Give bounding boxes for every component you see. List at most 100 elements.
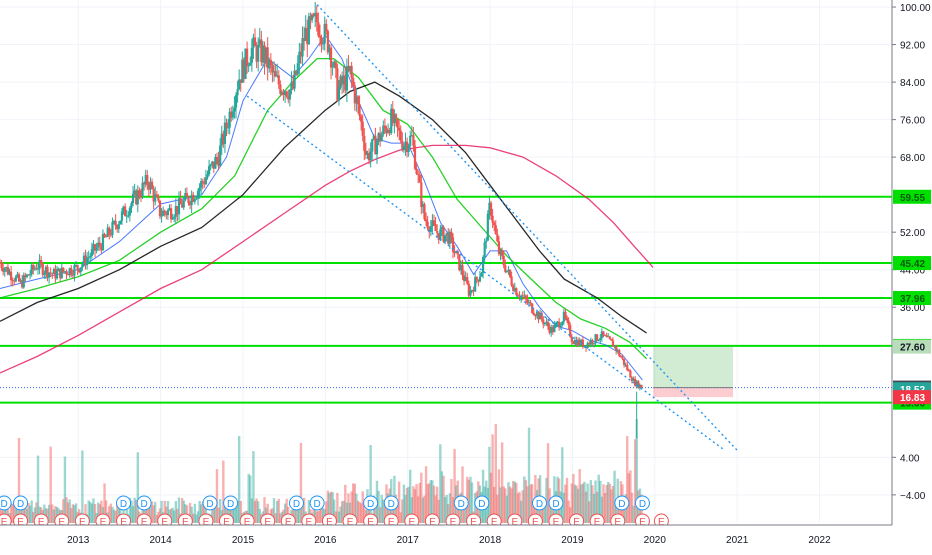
dividend-marker xyxy=(289,495,305,511)
candle-body xyxy=(124,206,127,217)
volume-bar xyxy=(505,495,509,523)
dividend-label: D xyxy=(552,499,559,510)
candle-body xyxy=(350,65,353,78)
volume-bar xyxy=(180,497,184,523)
candle-body xyxy=(486,213,489,241)
volume-bar xyxy=(462,499,466,523)
candle-body xyxy=(131,193,135,204)
candle-body xyxy=(581,339,584,348)
dividend-marker xyxy=(634,495,650,511)
volume-bar xyxy=(27,502,30,523)
candle-body xyxy=(561,321,564,326)
candle-body xyxy=(521,295,524,297)
volume-bar xyxy=(526,486,529,523)
dividend-marker xyxy=(223,495,239,511)
volume-bar xyxy=(252,451,255,523)
volume-bar xyxy=(602,484,605,523)
candle-body xyxy=(352,77,355,86)
candle-body xyxy=(67,274,70,276)
volume-bar xyxy=(504,488,507,523)
volume-bar xyxy=(301,504,304,523)
earnings-label: E xyxy=(17,517,24,528)
price-tick-label: 100.00 xyxy=(900,3,931,14)
trend-lines xyxy=(246,4,738,451)
volume-bar xyxy=(402,484,406,523)
candle-body xyxy=(160,215,163,217)
volume-bar xyxy=(502,486,505,523)
candle-body xyxy=(358,104,361,116)
candle-body xyxy=(502,255,505,266)
level-price-tag: 45.42 xyxy=(900,259,925,270)
volume-bar xyxy=(177,497,181,523)
candle-body xyxy=(396,119,399,128)
volume-bar xyxy=(445,494,448,523)
volume-bar xyxy=(87,500,90,523)
candle-body xyxy=(103,233,106,237)
candle-body xyxy=(402,146,405,150)
volume-bar xyxy=(28,505,32,523)
target-price-tag-bg xyxy=(893,339,931,354)
price-tick-label: −4.00 xyxy=(900,491,926,502)
candle-body xyxy=(540,312,543,320)
candle-body xyxy=(236,89,239,96)
candle-body xyxy=(342,75,345,85)
candle-body xyxy=(310,14,314,21)
candle-body xyxy=(165,212,168,216)
candle-body xyxy=(152,188,155,202)
candle-body xyxy=(274,71,277,77)
volume-bar xyxy=(542,497,545,523)
earnings-label: E xyxy=(306,517,313,528)
volume-bar xyxy=(622,501,626,523)
candle-body xyxy=(320,37,323,45)
volume-bar xyxy=(397,481,401,523)
dividend-marker xyxy=(548,495,564,511)
candle-body xyxy=(344,75,347,91)
candle-body xyxy=(154,194,157,202)
volume-bar xyxy=(201,501,204,523)
candle-body xyxy=(404,141,407,147)
candle-body xyxy=(46,266,49,278)
candle-body xyxy=(567,320,570,326)
volume-bar xyxy=(356,500,360,523)
earnings-label: E xyxy=(429,517,436,528)
volume-bar xyxy=(302,497,306,523)
candle-body xyxy=(594,334,597,344)
candle-body xyxy=(526,299,529,304)
volume-bar xyxy=(443,497,447,523)
volume-bar xyxy=(358,502,361,523)
volume-bar xyxy=(174,501,178,523)
candle-body xyxy=(6,267,10,275)
volume-bar xyxy=(347,493,350,523)
volume-bar xyxy=(451,496,455,523)
volume-bar xyxy=(431,480,434,523)
volume-bar xyxy=(196,511,200,523)
volume-bar xyxy=(576,488,580,523)
dividend-marker xyxy=(116,495,132,511)
volume-bar xyxy=(9,503,13,523)
dividend-label: D xyxy=(313,499,320,510)
candle-body xyxy=(455,251,458,254)
volume-bar xyxy=(116,503,119,523)
candle-body xyxy=(171,218,174,220)
price-tick-label: 92.00 xyxy=(900,41,925,52)
candle-body xyxy=(54,269,57,279)
candle-body xyxy=(548,326,551,333)
candle-body xyxy=(155,194,158,197)
earnings-label: E xyxy=(408,517,415,528)
volume-bar xyxy=(98,504,101,523)
candle-body xyxy=(264,47,268,64)
candle-body xyxy=(253,37,257,47)
candle-body xyxy=(65,271,68,275)
candle-body xyxy=(569,325,572,337)
volume-bar xyxy=(378,507,382,523)
volume-bar xyxy=(337,511,341,523)
dividend-label: D xyxy=(458,499,465,510)
volume-bar xyxy=(55,507,59,523)
volume-bar xyxy=(236,500,239,523)
volume-bar xyxy=(230,499,233,523)
candle-body xyxy=(74,265,78,266)
earnings-label: E xyxy=(491,517,498,528)
volume-bar xyxy=(112,509,116,523)
